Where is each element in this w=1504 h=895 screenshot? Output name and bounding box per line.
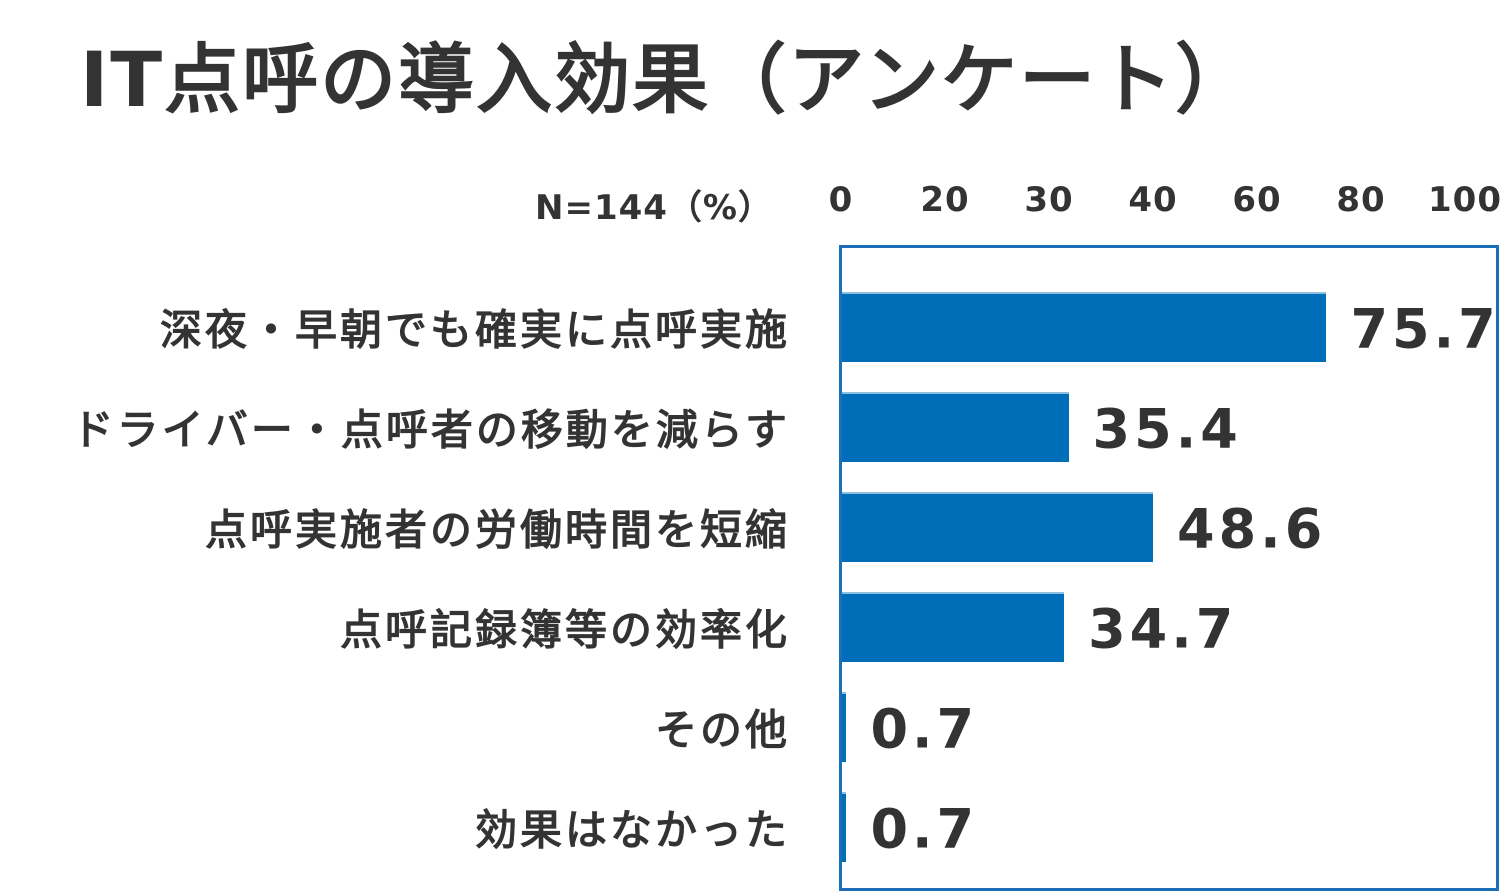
chart-title: IT点呼の導入効果（アンケート）: [80, 35, 1254, 124]
x-tick-label: 100: [1428, 180, 1502, 220]
category-label: 効果はなかった: [474, 805, 790, 855]
category-label: その他: [654, 705, 790, 755]
bar: [842, 792, 847, 862]
sample-size-label: N=144（%）: [535, 188, 773, 228]
x-tick-label: 60: [1232, 180, 1282, 220]
x-tick-label: 30: [1024, 180, 1074, 220]
x-tick-label: 20: [920, 180, 970, 220]
category-label: ドライバー・点呼者の移動を減らす: [71, 405, 790, 455]
bar: [842, 492, 1154, 562]
plot-area: [839, 245, 1499, 891]
x-tick-label: 80: [1336, 180, 1386, 220]
category-label: 点呼実施者の労働時間を短縮: [204, 505, 790, 555]
x-tick-label: 0: [828, 180, 854, 220]
bar: [842, 592, 1065, 662]
category-label: 深夜・早朝でも確実に点呼実施: [159, 305, 790, 355]
value-label: 34.7: [1088, 597, 1238, 661]
bar: [842, 292, 1327, 362]
value-label: 75.7: [1350, 297, 1500, 361]
category-label: 点呼記録簿等の効率化: [339, 605, 790, 655]
value-label: 35.4: [1092, 397, 1242, 461]
x-tick-label: 40: [1128, 180, 1178, 220]
bar: [842, 392, 1069, 462]
bar: [842, 692, 847, 762]
value-label: 0.7: [870, 697, 979, 761]
value-label: 48.6: [1177, 497, 1327, 561]
value-label: 0.7: [870, 797, 979, 861]
